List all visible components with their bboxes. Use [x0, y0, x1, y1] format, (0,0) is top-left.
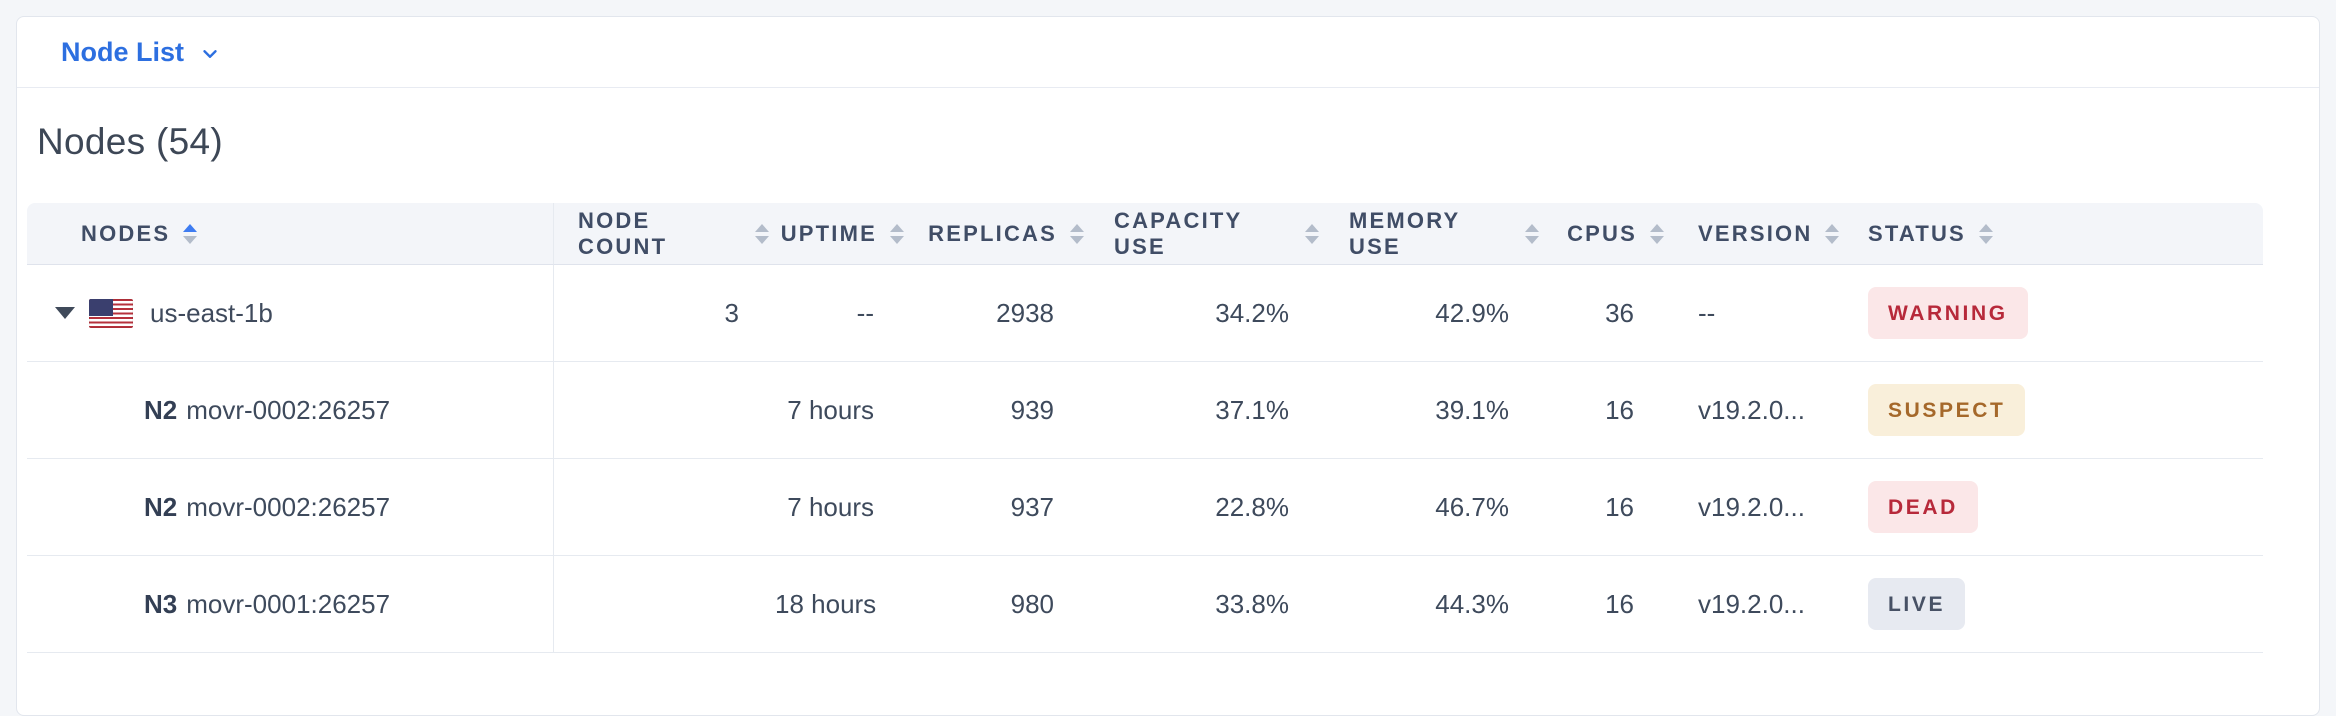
cell-cpus: 16 — [1545, 362, 1670, 459]
us-flag-icon — [89, 298, 133, 328]
cell-memory-use: 42.9% — [1325, 265, 1545, 362]
cell-node-name: N2 movr-0002:26257 — [27, 362, 554, 459]
cell-capacity-use: 37.1% — [1090, 362, 1325, 459]
cell-memory-use: 44.3% — [1325, 556, 1545, 653]
column-label: MEMORY USE — [1349, 207, 1460, 259]
cell-node-count: 3 — [554, 265, 775, 362]
status-badge: LIVE — [1868, 578, 1966, 630]
cell-node-count — [554, 556, 775, 653]
node-id: N2 — [144, 491, 178, 522]
column-label: STATUS — [1868, 220, 1966, 246]
sort-icon[interactable] — [1978, 223, 1993, 244]
column-label: NODES — [81, 220, 171, 246]
node-list-dropdown[interactable]: Node List — [61, 37, 221, 68]
cell-memory-use: 39.1% — [1325, 362, 1545, 459]
sort-asc-icon[interactable] — [183, 223, 198, 244]
column-header-replicas[interactable]: REPLICAS — [910, 203, 1090, 265]
cell-node-count — [554, 362, 775, 459]
column-label: UPTIME — [780, 220, 877, 246]
column-label: CPUS — [1567, 220, 1637, 246]
cell-capacity-use: 22.8% — [1090, 459, 1325, 556]
sort-icon[interactable] — [1525, 223, 1539, 244]
cell-status: WARNING — [1840, 265, 2263, 362]
table-row-node[interactable]: N2 movr-0002:26257 7 hours 937 22.8% 46.7… — [27, 459, 2263, 556]
table-row-node[interactable]: N2 movr-0002:26257 7 hours 939 37.1% 39.1… — [27, 362, 2263, 459]
sort-icon[interactable] — [890, 223, 904, 244]
status-badge: DEAD — [1868, 481, 1978, 533]
table-row-node[interactable]: N3 movr-0001:26257 18 hours 980 33.8% 44.… — [27, 556, 2263, 653]
column-header-memory-use[interactable]: MEMORY USE — [1325, 203, 1545, 265]
cell-version: v19.2.0... — [1670, 556, 1840, 653]
table-header-row: NODES NODE COUNT UPTIME — [27, 203, 2263, 265]
cell-cpus: 16 — [1545, 459, 1670, 556]
column-label: NODE COUNT — [578, 207, 668, 259]
cell-cpus: 36 — [1545, 265, 1670, 362]
chevron-down-icon — [199, 43, 221, 65]
cell-uptime: 18 hours — [775, 556, 910, 653]
cell-replicas: 939 — [910, 362, 1090, 459]
node-list-dropdown-label: Node List — [61, 36, 185, 67]
node-id: N3 — [144, 588, 178, 619]
cell-version: -- — [1670, 265, 1840, 362]
column-header-nodes[interactable]: NODES — [27, 203, 554, 265]
cell-cpus: 16 — [1545, 556, 1670, 653]
node-list-card: Node List Nodes (54) NODES — [16, 16, 2320, 716]
nodes-table: NODES NODE COUNT UPTIME — [27, 203, 2263, 653]
status-badge: SUSPECT — [1868, 384, 2026, 436]
cell-version: v19.2.0... — [1670, 362, 1840, 459]
cell-node-count — [554, 459, 775, 556]
region-name: us-east-1b — [150, 297, 273, 328]
cell-status: DEAD — [1840, 459, 2263, 556]
node-address: movr-0001:26257 — [186, 588, 391, 619]
cell-uptime: 7 hours — [775, 459, 910, 556]
node-address: movr-0002:26257 — [186, 491, 391, 522]
sort-icon[interactable] — [1650, 223, 1664, 244]
node-address: movr-0002:26257 — [186, 394, 391, 425]
sort-icon[interactable] — [1305, 223, 1319, 244]
table-row-region[interactable]: us-east-1b 3 -- 2938 34.2% 42.9% 36 -- W… — [27, 265, 2263, 362]
column-label: REPLICAS — [928, 220, 1057, 246]
cell-capacity-use: 34.2% — [1090, 265, 1325, 362]
cell-version: v19.2.0... — [1670, 459, 1840, 556]
column-header-status[interactable]: STATUS — [1840, 203, 2263, 265]
cell-uptime: -- — [775, 265, 910, 362]
sort-icon[interactable] — [1825, 223, 1840, 244]
cell-node-name: N3 movr-0001:26257 — [27, 556, 554, 653]
cell-capacity-use: 33.8% — [1090, 556, 1325, 653]
page-title: Nodes (54) — [37, 121, 224, 162]
column-header-node-count[interactable]: NODE COUNT — [554, 203, 775, 265]
cell-node-name: N2 movr-0002:26257 — [27, 459, 554, 556]
sort-icon[interactable] — [1070, 223, 1084, 244]
column-label: VERSION — [1698, 220, 1813, 246]
sort-icon[interactable] — [755, 223, 769, 244]
node-id: N2 — [144, 394, 178, 425]
cell-replicas: 2938 — [910, 265, 1090, 362]
view-selector-bar: Node List — [17, 17, 2319, 88]
column-header-uptime[interactable]: UPTIME — [775, 203, 910, 265]
cell-replicas: 937 — [910, 459, 1090, 556]
cell-replicas: 980 — [910, 556, 1090, 653]
cell-status: SUSPECT — [1840, 362, 2263, 459]
cell-uptime: 7 hours — [775, 362, 910, 459]
cell-region-name: us-east-1b — [27, 265, 554, 362]
column-label: CAPACITY USE — [1114, 207, 1243, 259]
status-badge: WARNING — [1868, 287, 2028, 339]
column-header-cpus[interactable]: CPUS — [1545, 203, 1670, 265]
column-header-capacity-use[interactable]: CAPACITY USE — [1090, 203, 1325, 265]
cell-memory-use: 46.7% — [1325, 459, 1545, 556]
column-header-version[interactable]: VERSION — [1670, 203, 1840, 265]
cell-status: LIVE — [1840, 556, 2263, 653]
collapse-caret-icon[interactable] — [55, 307, 75, 319]
